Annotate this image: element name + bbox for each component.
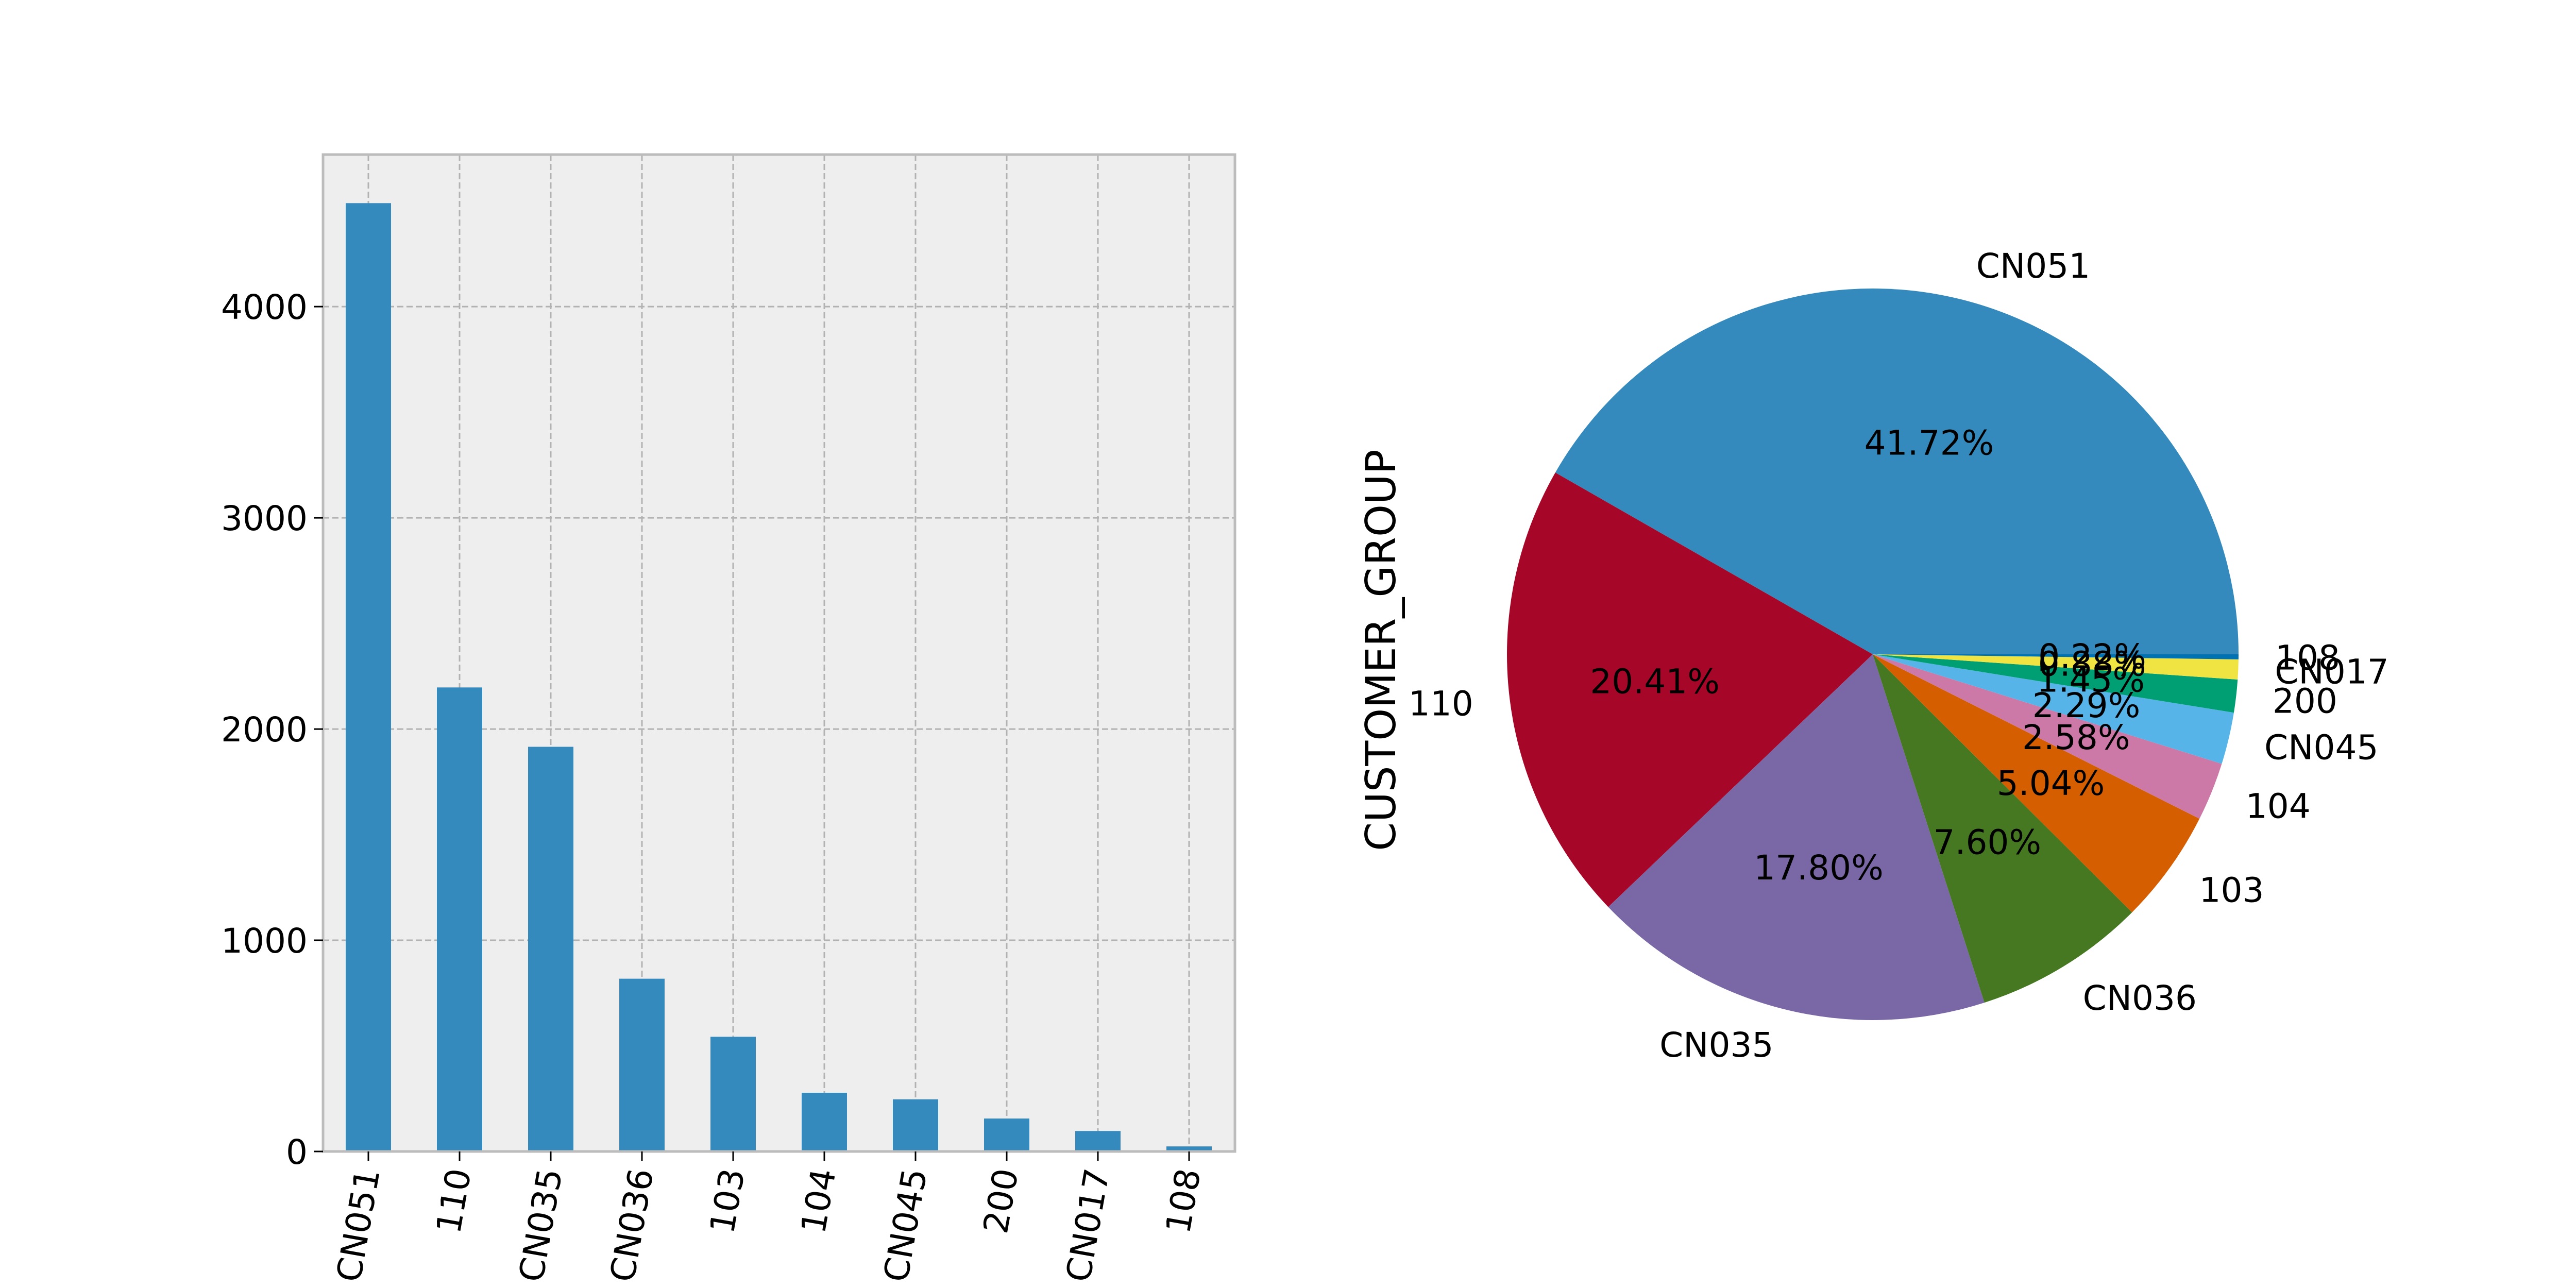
pie-pct-CN051: 41.72% xyxy=(1865,423,1994,463)
bar-y-tick-label: 3000 xyxy=(221,499,308,538)
pie-slice-104 xyxy=(1873,654,2222,819)
pie-slice-CN035 xyxy=(1608,654,1985,1020)
bar-x-tick-label: 103 xyxy=(702,1165,753,1236)
bar-x-tick-label: CN035 xyxy=(511,1165,570,1284)
pie-label-200: 200 xyxy=(2273,681,2337,721)
pie-label-110: 110 xyxy=(1409,684,1473,723)
bar-y-tick-label: 4000 xyxy=(221,287,308,327)
pie-percent-labels: 41.72% 20.41% 17.80% 7.60% 5.04% 2.58%2.29%1.… xyxy=(1590,423,2146,888)
pie-label-103: 103 xyxy=(2199,871,2264,910)
pie-pct-CN045: 2.29% xyxy=(2032,686,2141,725)
pie-slice-CN017 xyxy=(1873,654,2239,680)
pie-pct-110: 20.41% xyxy=(1590,662,1720,702)
pie-slice-200 xyxy=(1873,654,2238,713)
bar-108 xyxy=(1166,1146,1212,1151)
bar-y-tick-label: 2000 xyxy=(221,710,308,750)
bar-y-tick-label: 0 xyxy=(286,1132,308,1172)
pie-slice-CN051 xyxy=(1555,288,2239,654)
bar-200 xyxy=(984,1118,1029,1151)
pie-label-CN051: CN051 xyxy=(1976,246,2090,286)
bar-x-tick-label: CN051 xyxy=(329,1165,387,1284)
pie-label-CN045: CN045 xyxy=(2264,728,2378,768)
bar-x-tick-label: 108 xyxy=(1158,1165,1209,1236)
bar-x-tick-label: 104 xyxy=(793,1165,844,1236)
pie-label-CN036: CN036 xyxy=(2083,978,2197,1018)
pie-pct-CN036: 7.60% xyxy=(1933,822,2041,862)
bar-x-tick-label: CN045 xyxy=(876,1165,935,1284)
pie-pct-108: 0.22% xyxy=(2038,637,2146,676)
pie-pct-103: 5.04% xyxy=(1997,764,2105,803)
pie-pct-104: 2.58% xyxy=(2022,718,2130,757)
bar-plot-frame xyxy=(321,153,1236,1153)
bar-CN045 xyxy=(893,1099,938,1151)
pie-slice-103 xyxy=(1873,654,2200,912)
pie-slice-CN036 xyxy=(1873,654,2132,1003)
bar-y-ticks: 0 1000 2000 3000 4000 xyxy=(221,287,323,1172)
pie-slice-108 xyxy=(1873,654,2239,659)
bar-x-tick-label: CN017 xyxy=(1058,1165,1117,1284)
bar-104 xyxy=(802,1093,847,1151)
bar-CN035 xyxy=(528,747,573,1151)
pie-slice-110 xyxy=(1507,472,1873,907)
pie-label-108: 108 xyxy=(2275,638,2340,677)
bar-marks xyxy=(346,203,1212,1151)
pie-y-axis-label: CUSTOMER_GROUP xyxy=(1357,449,1405,851)
bar-x-tick-label: CN036 xyxy=(602,1165,661,1284)
bar-chart: 0 1000 2000 3000 4000 CN051 110 CN035 CN036 103 1… xyxy=(221,153,1236,1285)
bar-x-tick-label: 110 xyxy=(429,1165,479,1236)
pie-slices xyxy=(1507,288,2239,1020)
pie-pct-CN017: 0.88% xyxy=(2038,645,2146,684)
pie-pct-CN035: 17.80% xyxy=(1754,848,1884,888)
bar-110 xyxy=(437,687,482,1151)
pie-label-104: 104 xyxy=(2246,786,2311,826)
bar-y-tick-label: 1000 xyxy=(221,921,308,961)
bar-CN051 xyxy=(346,203,391,1151)
pie-label-CN035: CN035 xyxy=(1659,1025,1773,1065)
pie-chart: CUSTOMER_GROUP CN051110CN035CN036103104C… xyxy=(1357,246,2389,1065)
bar-103 xyxy=(710,1037,756,1151)
pie-slice-CN045 xyxy=(1873,654,2234,764)
bar-CN017 xyxy=(1075,1131,1121,1151)
bar-CN036 xyxy=(619,978,665,1151)
pie-label-CN017: CN017 xyxy=(2275,652,2388,691)
pie-pct-200: 1.45% xyxy=(2037,660,2145,700)
bar-x-ticks: CN051 110 CN035 CN036 103 104 CN045 200 CN017 108 xyxy=(329,1151,1209,1285)
bar-x-tick-label: 200 xyxy=(976,1165,1026,1236)
